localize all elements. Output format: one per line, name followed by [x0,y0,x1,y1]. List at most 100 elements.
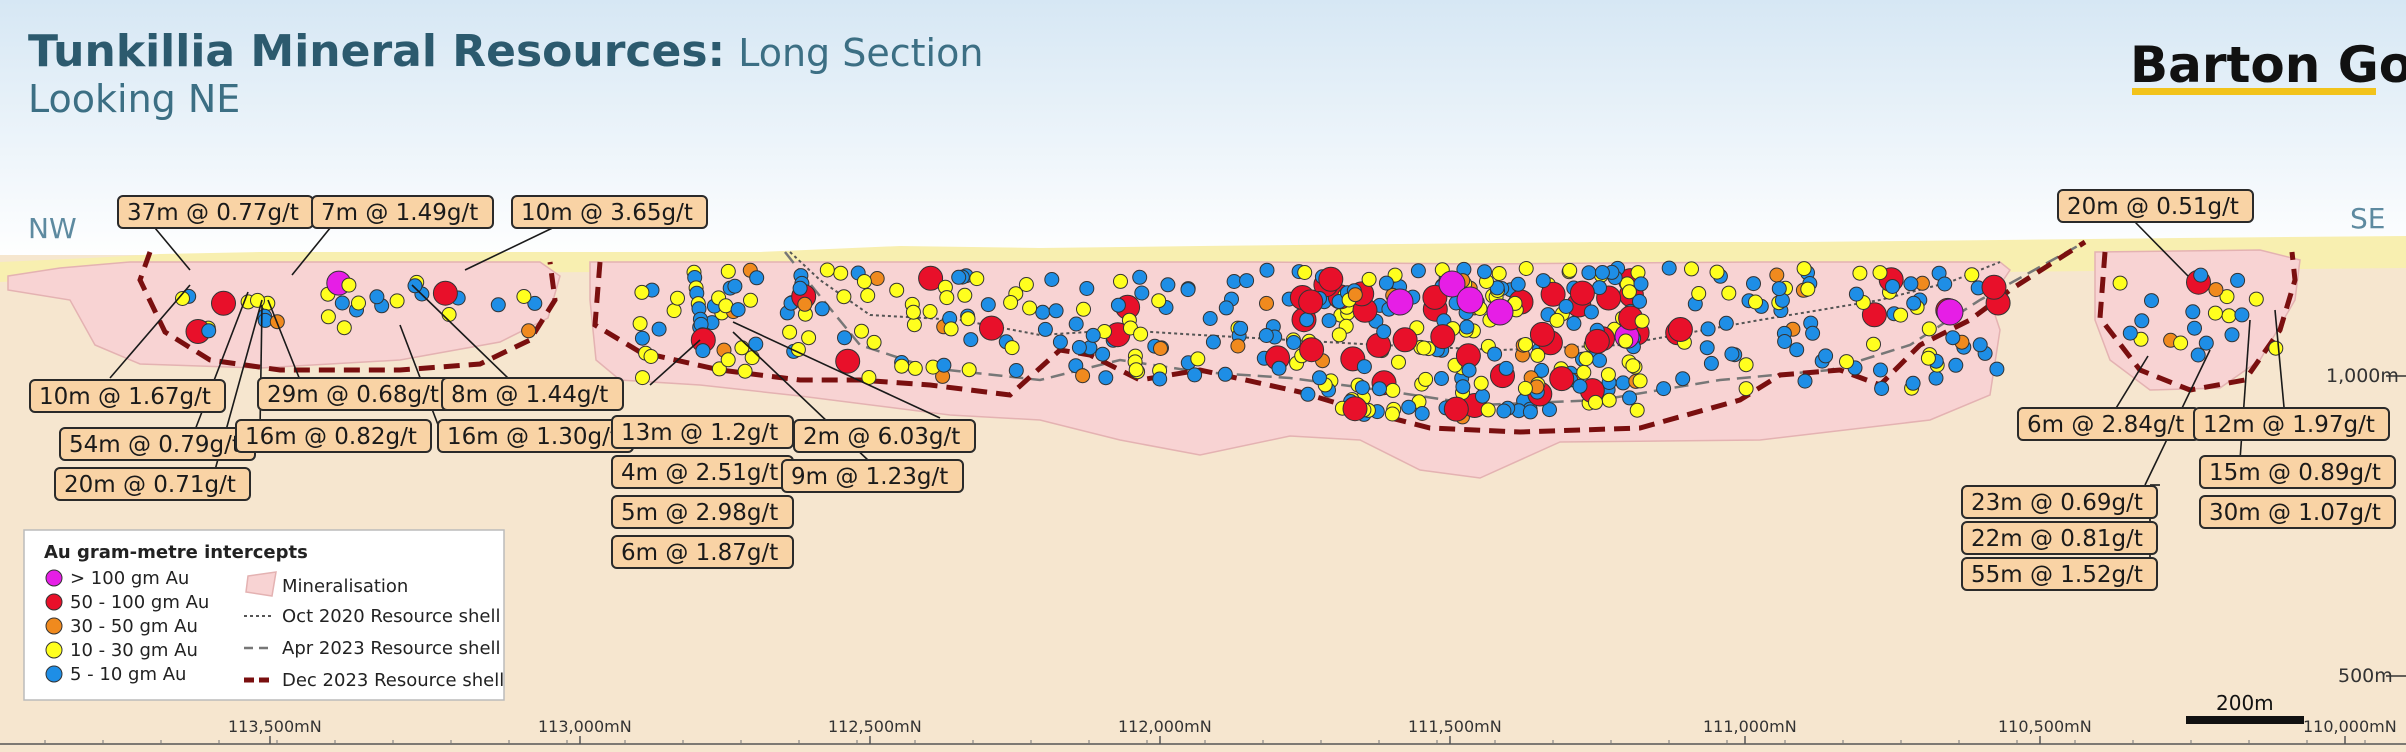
intercept-label-text: 20m @ 0.71g/t [64,472,236,498]
northing-label: 110,500mN [1998,717,2092,736]
drill-intercept-dot [1721,285,1737,301]
drill-intercept-dot [1018,277,1034,292]
intercept-label-text: 6m @ 1.87g/t [621,540,778,566]
drill-intercept-dot [1434,371,1449,386]
legend-grade-swatch [45,593,63,611]
legend-grade-swatch [45,641,63,659]
drill-intercept-dot [1625,358,1641,374]
drill-intercept-dot [1095,346,1111,362]
drill-intercept-dot [211,290,236,316]
intercept-label-box [611,535,794,569]
drill-intercept-dot [1286,335,1302,350]
intercept-label: 29m @ 0.68g/t [257,377,454,411]
drill-intercept-dot [1008,363,1024,378]
drill-intercept-dot [1852,265,1868,281]
drill-intercept-dot [1618,333,1634,349]
drill-intercept-dot [1718,315,1734,331]
drill-intercepts [175,260,2284,425]
drill-intercept-dot [1981,274,2007,300]
intercept-label-box [511,195,708,229]
drill-intercept-dot [1233,320,1249,336]
drill-intercept-dot [441,307,457,322]
intercept-label-text: 16m @ 1.30g/t [447,424,619,450]
legend-grade-swatch [45,617,63,635]
legend-dec-2023: Dec 2023 Resource shell [282,670,504,691]
drill-intercept-dot [744,350,760,366]
drill-intercept-dot [1473,375,1489,391]
drill-intercept-dot [1517,380,1533,396]
drill-intercept-dot [1459,319,1475,335]
intercept-label-text: 16m @ 0.82g/t [245,424,417,450]
drill-intercept-dot [1491,266,1507,281]
intercept-label: 5m @ 2.98g/t [611,495,794,529]
drill-intercept-dot [1572,378,1588,394]
drill-intercept-dot [1805,325,1821,341]
intercept-label: 2m @ 6.03g/t [793,419,976,453]
drill-intercept-dot [527,295,543,311]
drill-intercept-dot [1226,274,1242,289]
drill-intercept-dot [1258,328,1274,343]
drill-intercept-dot [2219,289,2235,305]
drill-intercept-dot [1972,337,1988,353]
drill-intercept-dot [1818,348,1834,364]
drill-intercept-dot [943,321,959,337]
drill-intercept-dot [389,293,405,309]
drill-intercept-dot [651,321,667,337]
drill-intercept-dot [1928,370,1944,386]
drill-intercept-dot [907,360,923,376]
drill-intercept-dot [1874,381,1890,396]
drill-intercept-dot [1622,390,1638,406]
intercept-label: 20m @ 0.71g/t [54,467,251,501]
drill-intercept-dot [1386,288,1414,316]
drill-intercept-dot [1601,392,1617,408]
drill-intercept-dot [1777,334,1793,349]
drill-intercept-dot [1748,294,1763,310]
drill-intercept-dot [2144,293,2159,309]
intercept-label-text: 10m @ 1.67g/t [39,384,211,410]
drill-intercept-dot [963,332,979,348]
drill-intercept-dot [1455,379,1471,395]
drill-intercept-dot [2190,347,2206,363]
intercept-label-box [311,195,494,229]
drill-intercept-dot [1076,301,1091,317]
drill-intercept-dot [1724,346,1740,362]
drill-intercept-dot [341,277,357,293]
drill-intercept-dot [1796,261,1812,277]
drill-intercept-dot [632,316,648,332]
drill-intercept-dot [1128,362,1144,378]
drill-intercept-dot [1872,265,1888,281]
drill-intercept-dot [1675,371,1691,387]
drill-intercept-dot [905,304,921,320]
drill-intercept-dot [1187,367,1203,383]
drill-intercept-dot [1153,341,1168,356]
legend-title: Au gram-metre intercepts [44,542,308,563]
drill-intercept-dot [1416,340,1432,356]
drill-intercept-dot [1584,328,1610,354]
drill-intercept-dot [1903,276,1919,292]
drill-intercept-dot [1564,343,1580,359]
drill-intercept-dot [1347,287,1363,303]
drill-intercept-dot [670,290,685,306]
drill-intercept-dot [1839,354,1854,370]
northing-label: 112,000mN [1118,717,1212,736]
drill-intercept-dot [1134,285,1150,301]
northing-ticks: 113,500mN 113,000mN 112,500mN 112,000mN 111,… [44,717,2397,744]
drill-intercept-dot [635,370,650,386]
drill-intercept-dot [1633,276,1649,292]
drill-intercept-dot [1921,321,1937,337]
intercept-label-box [54,467,251,501]
legend-mineralisation: Mineralisation [282,576,408,597]
drill-intercept-dot [1443,396,1469,422]
intercept-label: 22m @ 0.81g/t [1961,521,2158,555]
drill-intercept-dot [1549,312,1565,328]
drill-intercept-dot [801,330,817,346]
drill-intercept-dot [1205,334,1221,350]
drill-intercept-dot [1699,340,1715,356]
drill-intercept-dot [1634,313,1650,329]
legend-grade-label: 50 - 100 gm Au [70,592,209,613]
drill-intercept-dot [1052,334,1068,350]
drill-intercept-dot [1738,381,1754,397]
drill-intercept-dot [1549,366,1575,392]
drill-intercept-dot [351,295,366,311]
